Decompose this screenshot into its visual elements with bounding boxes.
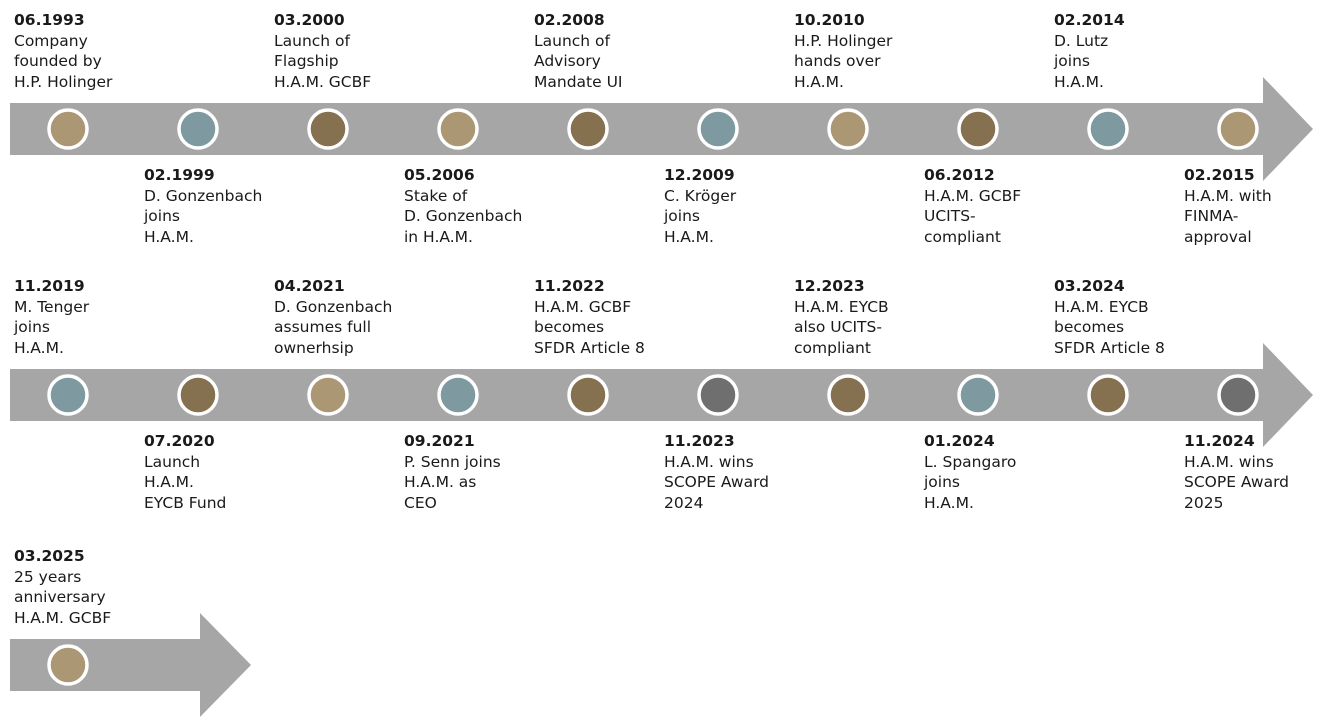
event-description: Launch of Advisory Mandate UI	[534, 31, 623, 91]
milestone-dot	[567, 108, 609, 150]
event-description: Company founded by H.P. Holinger	[14, 31, 113, 91]
event-description: H.P. Holinger hands over H.A.M.	[794, 31, 893, 91]
timeline-event: 03.2000 Launch of Flagship H.A.M. GCBF	[274, 10, 402, 92]
event-date: 02.2014	[1054, 11, 1125, 29]
timeline-event: 05.2006 Stake of D. Gonzenbach in H.A.M.	[404, 165, 532, 247]
timeline-event: 03.2024 H.A.M. EYCB becomes SFDR Article …	[1054, 276, 1182, 358]
timeline-event: 09.2021 P. Senn joins H.A.M. as CEO	[404, 431, 532, 513]
milestone-dot	[827, 374, 869, 416]
event-description: H.A.M. with FINMA- approval	[1184, 186, 1272, 246]
event-date: 07.2020	[144, 432, 215, 450]
event-description: 25 years anniversary H.A.M. GCBF	[14, 567, 112, 627]
event-date: 12.2023	[794, 277, 865, 295]
milestone-dot	[827, 108, 869, 150]
timeline-event: 06.1993 Company founded by H.P. Holinger	[14, 10, 142, 92]
milestone-dot	[1217, 108, 1259, 150]
event-description: P. Senn joins H.A.M. as CEO	[404, 452, 501, 512]
milestone-dot	[47, 374, 89, 416]
event-date: 01.2024	[924, 432, 995, 450]
event-description: L. Spangaro joins H.A.M.	[924, 452, 1017, 512]
timeline-event: 11.2023 H.A.M. wins SCOPE Award 2024	[664, 431, 792, 513]
event-date: 11.2023	[664, 432, 735, 450]
timeline-event: 02.2008 Launch of Advisory Mandate UI	[534, 10, 662, 92]
event-description: D. Lutz joins H.A.M.	[1054, 31, 1109, 91]
milestone-dot	[437, 108, 479, 150]
event-description: M. Tenger joins H.A.M.	[14, 297, 90, 357]
event-date: 09.2021	[404, 432, 475, 450]
event-description: Launch of Flagship H.A.M. GCBF	[274, 31, 372, 91]
timeline-event: 02.1999 D. Gonzenbach joins H.A.M.	[144, 165, 272, 247]
event-description: H.A.M. EYCB becomes SFDR Article 8	[1054, 297, 1165, 357]
milestone-dot	[47, 108, 89, 150]
timeline-event: 11.2022 H.A.M. GCBF becomes SFDR Article …	[534, 276, 662, 358]
milestone-dot	[957, 374, 999, 416]
milestone-dot	[957, 108, 999, 150]
event-description: C. Kröger joins H.A.M.	[664, 186, 737, 246]
event-description: Stake of D. Gonzenbach in H.A.M.	[404, 186, 523, 246]
event-date: 10.2010	[794, 11, 865, 29]
event-description: Launch H.A.M. EYCB Fund	[144, 452, 227, 512]
timeline-event: 06.2012 H.A.M. GCBF UCITS- compliant	[924, 165, 1052, 247]
event-date: 02.1999	[144, 166, 215, 184]
milestone-dot	[177, 108, 219, 150]
event-date: 03.2025	[14, 547, 85, 565]
timeline-arrow-row-1	[10, 77, 1313, 181]
milestone-dot	[697, 374, 739, 416]
event-date: 06.1993	[14, 11, 85, 29]
event-description: D. Gonzenbach assumes full ownerhsip	[274, 297, 393, 357]
event-description: H.A.M. GCBF UCITS- compliant	[924, 186, 1022, 246]
timeline-event: 02.2015 H.A.M. with FINMA- approval	[1184, 165, 1312, 247]
timeline-event: 07.2020 Launch H.A.M. EYCB Fund	[144, 431, 272, 513]
milestone-dot	[177, 374, 219, 416]
milestone-dot	[437, 374, 479, 416]
event-date: 04.2021	[274, 277, 345, 295]
timeline-event: 12.2023 H.A.M. EYCB also UCITS- compliant	[794, 276, 922, 358]
timeline-event: 02.2014 D. Lutz joins H.A.M.	[1054, 10, 1182, 92]
event-date: 06.2012	[924, 166, 995, 184]
event-description: H.A.M. wins SCOPE Award 2025	[1184, 452, 1290, 512]
event-date: 03.2000	[274, 11, 345, 29]
timeline-event: 11.2024 H.A.M. wins SCOPE Award 2025	[1184, 431, 1312, 513]
timeline-event: 10.2010 H.P. Holinger hands over H.A.M.	[794, 10, 922, 92]
event-date: 11.2022	[534, 277, 605, 295]
event-date: 11.2024	[1184, 432, 1255, 450]
timeline-event: 03.2025 25 years anniversary H.A.M. GCBF	[14, 546, 142, 628]
timeline-event: 12.2009 C. Kröger joins H.A.M.	[664, 165, 792, 247]
event-description: H.A.M. EYCB also UCITS- compliant	[794, 297, 889, 357]
timeline-event: 04.2021 D. Gonzenbach assumes full ownerh…	[274, 276, 402, 358]
event-date: 05.2006	[404, 166, 475, 184]
event-date: 02.2015	[1184, 166, 1255, 184]
timeline-event: 01.2024 L. Spangaro joins H.A.M.	[924, 431, 1052, 513]
event-description: D. Gonzenbach joins H.A.M.	[144, 186, 263, 246]
milestone-dot	[697, 108, 739, 150]
milestone-dot	[1087, 374, 1129, 416]
milestone-dot	[1087, 108, 1129, 150]
event-date: 03.2024	[1054, 277, 1125, 295]
milestone-dot	[47, 644, 89, 686]
milestone-dot	[1217, 374, 1259, 416]
event-description: H.A.M. GCBF becomes SFDR Article 8	[534, 297, 645, 357]
milestone-dot	[567, 374, 609, 416]
event-date: 11.2019	[14, 277, 85, 295]
milestone-dot	[307, 108, 349, 150]
milestone-dot	[307, 374, 349, 416]
timeline-arrow-row-2	[10, 343, 1313, 447]
event-description: H.A.M. wins SCOPE Award 2024	[664, 452, 770, 512]
timeline-event: 11.2019 M. Tenger joins H.A.M.	[14, 276, 142, 358]
event-date: 02.2008	[534, 11, 605, 29]
timeline-arrow-row-3	[10, 613, 251, 717]
event-date: 12.2009	[664, 166, 735, 184]
